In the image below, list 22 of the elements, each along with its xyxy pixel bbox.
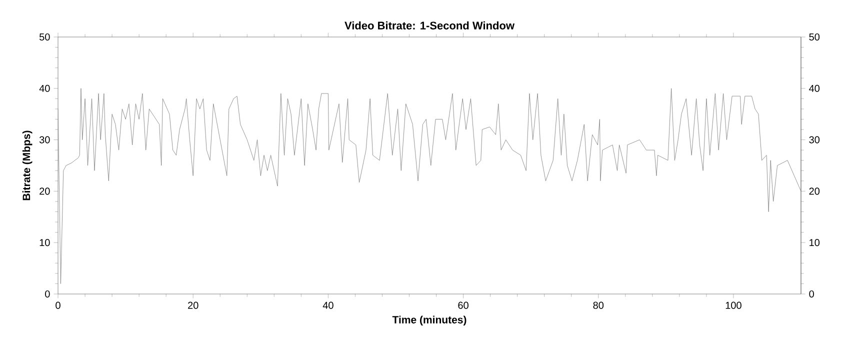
y-axis-title: Bitrate (Mbps) bbox=[22, 130, 32, 200]
x-tick-label: 20 bbox=[188, 302, 198, 309]
y-tick-label: 40 bbox=[39, 84, 50, 92]
y2-tick-label: 40 bbox=[809, 84, 820, 92]
x-tick-label: 0 bbox=[56, 302, 60, 309]
x-axis-title: Time (minutes) bbox=[392, 316, 466, 326]
y-tick-label: 50 bbox=[40, 33, 50, 41]
y-tick-label: 10 bbox=[40, 239, 50, 246]
y-tick-label: 0 bbox=[45, 290, 50, 298]
y2-tick-label: 50 bbox=[809, 33, 820, 41]
x-tick-label: 40 bbox=[322, 302, 334, 309]
line-series bbox=[58, 88, 801, 284]
y2-tick-label: 0 bbox=[809, 290, 814, 298]
x-tick-label: 60 bbox=[458, 302, 468, 309]
y-tick-label: 30 bbox=[39, 136, 50, 144]
y2-tick-label: 20 bbox=[809, 188, 820, 195]
y2-tick-label: 30 bbox=[809, 136, 820, 144]
x-tick-label: 80 bbox=[593, 302, 604, 309]
y2-tick-label: 10 bbox=[810, 239, 820, 246]
y-tick-label: 20 bbox=[40, 188, 50, 195]
chart-title: Video Bitrate: 1-Second Window bbox=[344, 21, 515, 30]
x-tick-label: 100 bbox=[726, 302, 742, 309]
